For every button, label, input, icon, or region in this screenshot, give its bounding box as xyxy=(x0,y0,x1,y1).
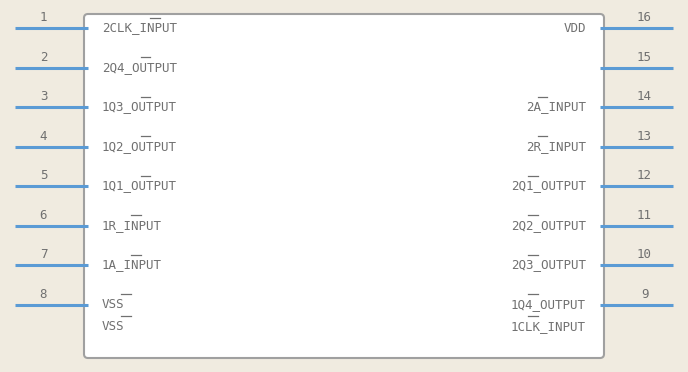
FancyBboxPatch shape xyxy=(84,14,604,358)
Text: 10: 10 xyxy=(637,248,652,261)
Text: 6: 6 xyxy=(40,208,47,221)
Text: 16: 16 xyxy=(637,11,652,24)
Text: VDD: VDD xyxy=(563,22,586,35)
Text: 1Q4_OUTPUT: 1Q4_OUTPUT xyxy=(511,298,586,311)
Text: 2Q1_OUTPUT: 2Q1_OUTPUT xyxy=(511,180,586,192)
Text: 15: 15 xyxy=(637,51,652,64)
Text: 7: 7 xyxy=(40,248,47,261)
Text: 8: 8 xyxy=(40,288,47,301)
Text: 2: 2 xyxy=(40,51,47,64)
Text: 11: 11 xyxy=(637,208,652,221)
Text: 2Q4_OUTPUT: 2Q4_OUTPUT xyxy=(102,61,177,74)
Text: 13: 13 xyxy=(637,129,652,142)
Text: 1R_INPUT: 1R_INPUT xyxy=(102,219,162,232)
Text: 9: 9 xyxy=(641,288,648,301)
Text: VSS: VSS xyxy=(102,320,125,333)
Text: 14: 14 xyxy=(637,90,652,103)
Text: 1A_INPUT: 1A_INPUT xyxy=(102,259,162,272)
Text: 2A_INPUT: 2A_INPUT xyxy=(526,100,586,113)
Text: 4: 4 xyxy=(40,129,47,142)
Text: 5: 5 xyxy=(40,169,47,182)
Text: 1: 1 xyxy=(40,11,47,24)
Text: 1Q1_OUTPUT: 1Q1_OUTPUT xyxy=(102,180,177,192)
Text: 1Q2_OUTPUT: 1Q2_OUTPUT xyxy=(102,140,177,153)
Text: 3: 3 xyxy=(40,90,47,103)
Text: 2Q3_OUTPUT: 2Q3_OUTPUT xyxy=(511,259,586,272)
Text: 1Q3_OUTPUT: 1Q3_OUTPUT xyxy=(102,100,177,113)
Text: VSS: VSS xyxy=(102,298,125,311)
Text: 1CLK_INPUT: 1CLK_INPUT xyxy=(511,320,586,333)
Text: 2CLK_INPUT: 2CLK_INPUT xyxy=(102,22,177,35)
Text: 12: 12 xyxy=(637,169,652,182)
Text: 2R_INPUT: 2R_INPUT xyxy=(526,140,586,153)
Text: 2Q2_OUTPUT: 2Q2_OUTPUT xyxy=(511,219,586,232)
